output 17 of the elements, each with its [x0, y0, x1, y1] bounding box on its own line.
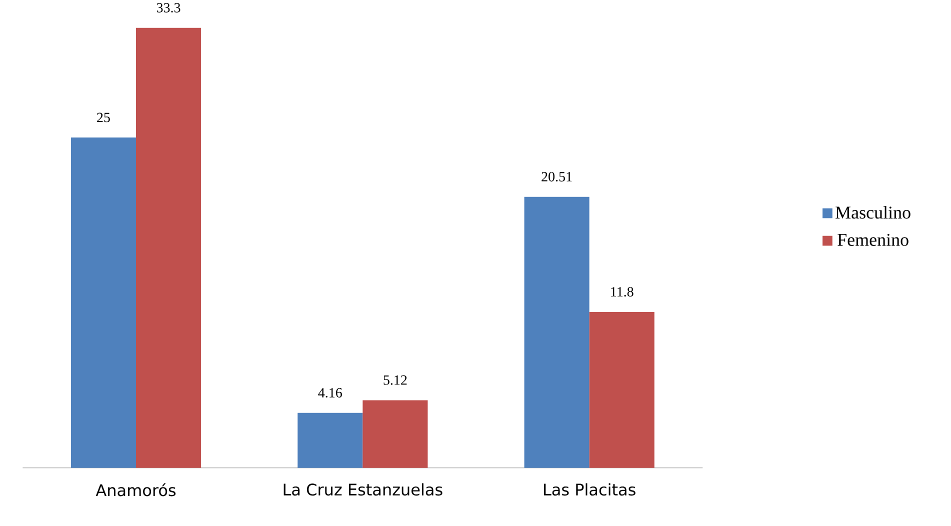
x-tick-label: Anamorós — [96, 483, 176, 496]
x-tick-label: Las Placitas — [544, 483, 636, 496]
data-label: 20.51 — [542, 172, 572, 182]
data-label: 5.12 — [384, 375, 407, 385]
data-label: 4.16 — [318, 388, 342, 398]
data-label: 25 — [97, 112, 110, 122]
data-label: 33.3 — [156, 3, 180, 12]
bar — [362, 400, 428, 468]
bar — [298, 412, 363, 468]
bar — [524, 196, 590, 468]
data-label: 11.8 — [611, 287, 634, 297]
bar — [589, 312, 654, 468]
legend-label: Femenino — [838, 234, 908, 246]
legend-label: Masculino — [836, 206, 910, 219]
bar — [70, 138, 136, 468]
x-tick-label: La Cruz Estanzuelas — [284, 483, 442, 496]
bar — [136, 28, 202, 468]
